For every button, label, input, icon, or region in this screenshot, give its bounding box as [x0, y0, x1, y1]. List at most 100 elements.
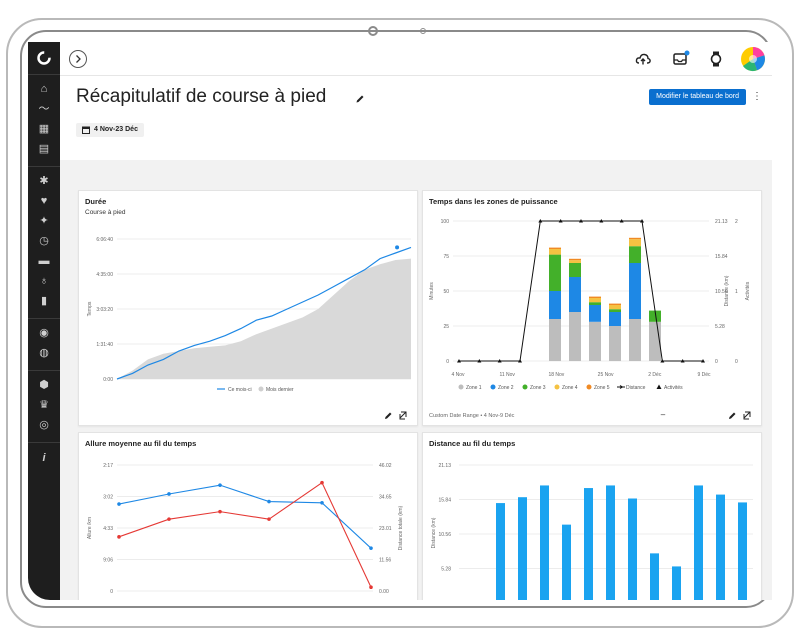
- y-tick-label: 15.84: [438, 498, 451, 504]
- calendar-icon[interactable]: ▦: [38, 123, 50, 135]
- stacked-bar-segment: [569, 312, 581, 361]
- activities-point: [680, 359, 685, 363]
- legend-label: Distance: [626, 385, 646, 391]
- activities-point: [701, 359, 705, 363]
- top-bar: [60, 42, 772, 76]
- y-axis-label: Allure /km: [87, 517, 93, 539]
- x-tick-label: 25 Nov: [598, 372, 614, 378]
- distance-bar: [496, 503, 505, 600]
- y-tick-label: 6:06:40: [96, 237, 113, 243]
- x-tick-label: 4 Nov: [451, 372, 465, 378]
- stacked-bar-segment: [609, 312, 621, 326]
- y-tick-label: 3:02: [103, 495, 113, 501]
- x-tick-label: 18 Nov: [548, 372, 564, 378]
- shoe-icon[interactable]: ▬: [38, 255, 50, 267]
- group-icon[interactable]: ◉: [39, 327, 49, 339]
- activities-point: [457, 359, 461, 363]
- duration-chart: 6:06:40 4:35:00 3:03:20 1:31:40 0:00 Temps Ce …: [87, 237, 412, 420]
- stacked-bar-segment: [629, 319, 641, 361]
- stacked-bar-segment: [589, 302, 601, 305]
- series-line: [118, 481, 372, 588]
- trophy-icon[interactable]: ♛: [39, 399, 49, 411]
- community-icon[interactable]: ◍: [39, 347, 49, 359]
- inbox-icon[interactable]: [672, 50, 690, 66]
- stacked-bar-segment: [549, 291, 561, 319]
- panel-subtitle: Course à pied: [85, 209, 126, 216]
- legend-label: Zone 3: [530, 385, 546, 391]
- stacked-bar-segment: [589, 321, 601, 361]
- activities-point: [477, 359, 482, 363]
- activity-icon[interactable]: 〜: [38, 103, 50, 115]
- panel-title: Allure moyenne au fil du temps: [85, 439, 197, 448]
- y-tick-label: 100: [441, 219, 450, 225]
- legend-label: Zone 5: [594, 385, 610, 391]
- badge-icon[interactable]: ⬢: [39, 379, 49, 391]
- expand-rail-button[interactable]: [68, 49, 88, 69]
- target-icon[interactable]: ◎: [39, 419, 49, 431]
- series-point: [218, 509, 222, 514]
- app-screen: ⌂ 〜 ▦ ▤ ✱ ♥ ✦ ◷ ▬ ♁ ▮ ◉ ◍ ⬢ ♛ ◎ i: [28, 42, 772, 600]
- activities-point: [538, 219, 543, 223]
- stacked-bar-segment: [629, 239, 641, 247]
- home-icon[interactable]: ⌂: [40, 83, 48, 95]
- run-icon[interactable]: ✱: [39, 175, 49, 187]
- legend-swatch: [656, 384, 662, 389]
- stacked-bar-segment: [549, 254, 561, 291]
- page-title: Récapitulatif de course à pied: [76, 86, 327, 107]
- upload-cloud-icon[interactable]: [635, 52, 651, 66]
- series-point: [167, 517, 171, 521]
- legend-label: Zone 4: [562, 385, 578, 391]
- stacked-bar-segment: [589, 296, 601, 298]
- activities-point: [558, 219, 563, 223]
- news-icon[interactable]: ▤: [38, 143, 50, 155]
- y2-tick-label: 34.65: [379, 495, 392, 501]
- logo-icon[interactable]: [36, 50, 52, 66]
- stacked-bar-segment: [549, 247, 561, 249]
- series-point: [218, 483, 222, 487]
- series-line: [118, 484, 372, 549]
- more-options-icon[interactable]: ⋮: [752, 91, 762, 102]
- y-tick-label: 25: [443, 324, 449, 330]
- panel-title: Distance au fil du temps: [429, 439, 516, 448]
- y-tick-label: 0: [110, 589, 113, 595]
- sensor-icon: [420, 28, 426, 34]
- distance-panel: Distance au fil du temps 21.13 15.84 10.56…: [422, 432, 762, 600]
- expand-icon: [399, 411, 407, 420]
- walk-icon[interactable]: ✦: [39, 215, 49, 227]
- y2-axis-label: Distance totale (km): [398, 505, 404, 550]
- series-point: [395, 245, 400, 250]
- edit-dashboard-button[interactable]: Modifier le tableau de bord: [649, 89, 746, 105]
- minimize-icon: –: [661, 410, 666, 419]
- watch-icon[interactable]: [710, 51, 722, 67]
- location-icon[interactable]: ♁: [39, 275, 49, 287]
- camera-icon: [368, 26, 378, 36]
- info-icon[interactable]: i: [42, 452, 46, 464]
- rail-divider: [28, 74, 60, 75]
- distance-bar: [584, 488, 593, 600]
- legend-label: Zone 1: [466, 385, 482, 391]
- date-range-button[interactable]: 4 Nov-23 Déc: [76, 123, 144, 137]
- legend-swatch: [458, 384, 464, 390]
- edit-title-icon[interactable]: [355, 94, 365, 104]
- y-right2-tick-label: 0: [735, 359, 738, 365]
- legend-swatch: [554, 384, 560, 390]
- y-right2-tick-label: 2: [735, 219, 738, 225]
- activities-point: [579, 219, 583, 223]
- y-tick-label: 1:31:40: [96, 342, 113, 348]
- stacked-bar-segment: [609, 326, 621, 361]
- series-point: [267, 499, 271, 504]
- distance-bar: [738, 502, 747, 600]
- avatar[interactable]: [740, 46, 766, 72]
- y-tick-label: 50: [443, 289, 449, 295]
- legend-swatch: [586, 384, 592, 390]
- series-area-last-month: [117, 258, 411, 379]
- bars-icon[interactable]: ▮: [40, 295, 48, 307]
- edit-icon: [729, 412, 736, 419]
- expand-icon: [743, 411, 751, 420]
- legend-label: Zone 2: [498, 385, 514, 391]
- timer-icon[interactable]: ◷: [39, 235, 49, 247]
- y-right-axis-label: Distance (km): [724, 275, 730, 306]
- pace-chart: 2:17 46.02 3:02 34.65 4:33 23.01 9:06 11.56 0 0.0…: [87, 463, 404, 595]
- heart-icon[interactable]: ♥: [40, 195, 48, 207]
- series-point: [369, 585, 373, 590]
